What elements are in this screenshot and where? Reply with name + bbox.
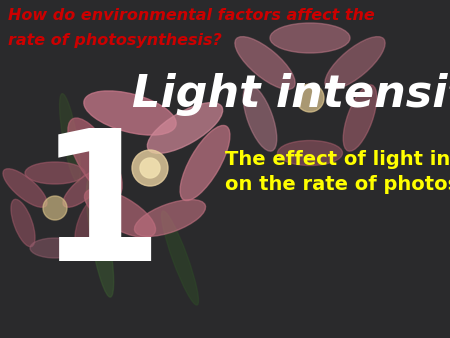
Ellipse shape (25, 162, 85, 184)
Ellipse shape (270, 23, 350, 53)
Ellipse shape (325, 37, 385, 89)
Ellipse shape (30, 238, 80, 258)
Text: rate of photosynthesis?: rate of photosynthesis? (8, 33, 222, 48)
Ellipse shape (85, 189, 156, 237)
Circle shape (140, 158, 160, 178)
Ellipse shape (278, 141, 342, 166)
Ellipse shape (162, 211, 198, 305)
Ellipse shape (343, 85, 377, 151)
Text: Light intensity: Light intensity (132, 73, 450, 116)
Circle shape (132, 150, 168, 186)
Ellipse shape (3, 169, 47, 207)
Text: 1: 1 (38, 123, 163, 299)
Ellipse shape (86, 179, 114, 297)
Ellipse shape (147, 103, 223, 153)
Text: The effect of light intensity: The effect of light intensity (225, 150, 450, 169)
Text: How do environmental factors affect the: How do environmental factors affect the (8, 8, 375, 23)
Ellipse shape (243, 85, 277, 151)
Ellipse shape (135, 200, 206, 236)
Ellipse shape (68, 118, 122, 198)
Text: on the rate of photosynthesis.: on the rate of photosynthesis. (225, 175, 450, 194)
Circle shape (296, 84, 324, 112)
Ellipse shape (63, 169, 107, 207)
Ellipse shape (180, 125, 230, 200)
Ellipse shape (75, 199, 99, 247)
Circle shape (43, 196, 67, 220)
Ellipse shape (235, 37, 295, 89)
Ellipse shape (11, 199, 35, 247)
Ellipse shape (84, 91, 176, 135)
Ellipse shape (59, 94, 81, 182)
